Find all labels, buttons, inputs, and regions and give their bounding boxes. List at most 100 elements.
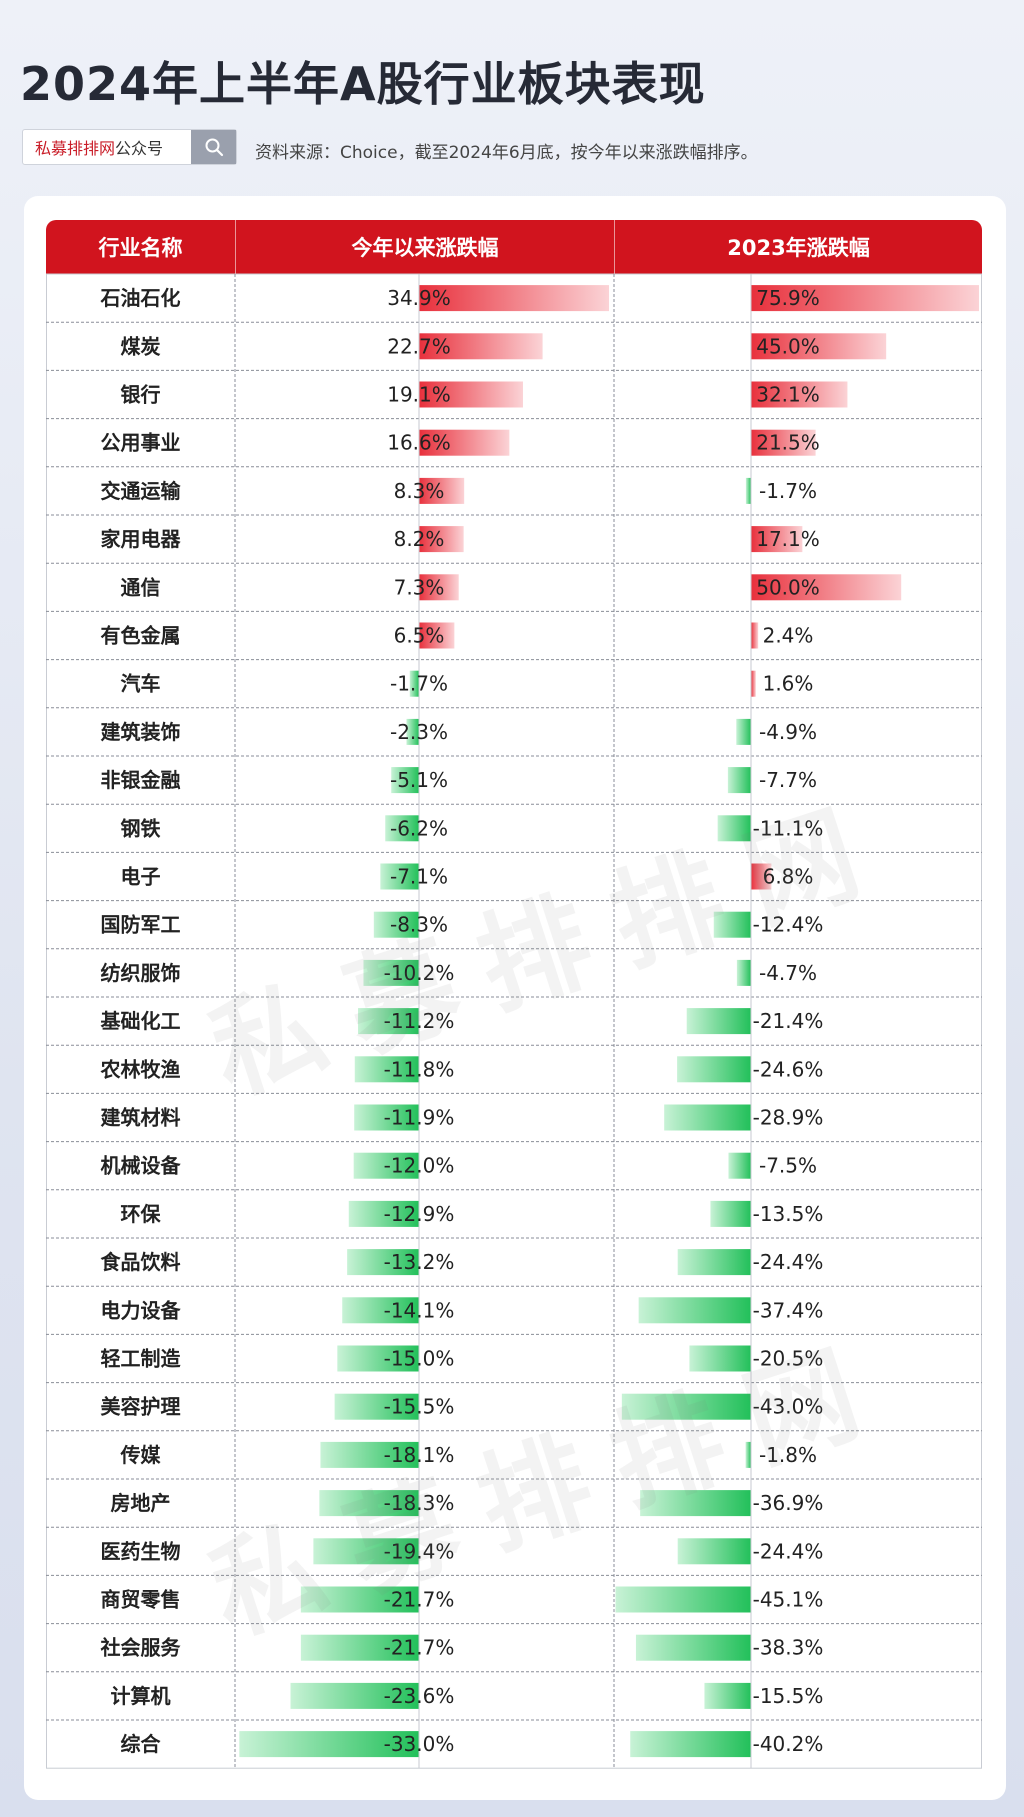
ytd-value-label: -2.3% [390,720,448,744]
ytd-value-label: -13.2% [384,1250,455,1274]
sector-name: 电力设备 [101,1298,182,1322]
sector-name: 建筑材料 [101,1106,181,1130]
y2023-value-label: -28.9% [753,1106,824,1130]
ytd-value-label: 34.9% [387,286,451,310]
sector-name: 汽车 [121,672,161,696]
page-title: 2024年上半年A股行业板块表现 [20,57,706,111]
y2023-bar [704,1682,751,1709]
ytd-value-label: -8.3% [390,913,448,937]
header-2023-change: 2023年涨跌幅 [727,236,870,260]
y2023-value-label: 32.1% [756,383,820,407]
ytd-bar [391,767,419,794]
sector-name: 公用事业 [101,431,181,455]
sector-name: 通信 [121,575,161,599]
table-frame [46,273,982,1769]
y2023-bar [710,1200,751,1227]
ytd-bar [290,1682,419,1709]
ytd-bar [409,670,419,697]
ytd-value-label: -19.4% [384,1539,455,1563]
y2023-bar [689,1345,751,1372]
sector-name: 社会服务 [100,1636,182,1660]
sector-name: 轻工制造 [101,1347,182,1371]
y2023-bar [751,333,887,360]
ytd-bar [419,477,465,504]
y2023-bar [677,1249,751,1276]
ytd-bar [337,1345,419,1372]
y2023-value-label: 50.0% [756,575,820,599]
y2023-bar [751,381,848,408]
y2023-value-label: -20.5% [753,1347,824,1371]
y2023-value-label: -11.1% [753,816,824,840]
ytd-value-label: 8.3% [394,479,445,503]
ytd-bar [347,1249,419,1276]
ytd-bar [354,1104,419,1131]
sector-performance-table: 行业名称 今年以来涨跌幅 2023年涨跌幅 石油石化 34.9% 75.9% 煤炭 22… [46,220,982,1780]
search-text: 私募排排网公众号 [23,135,191,159]
ytd-bar [358,1008,419,1035]
ytd-bar [320,1441,419,1468]
ytd-value-label: 19.1% [387,383,451,407]
ytd-bar [353,1152,419,1179]
ytd-bar [419,381,523,408]
search-box[interactable]: 私募排排网公众号 [22,129,237,165]
ytd-value-label: -18.3% [384,1491,455,1515]
header-ytd-change: 今年以来涨跌幅 [351,236,499,260]
ytd-value-label: -6.2% [390,816,448,840]
y2023-value-label: -38.3% [753,1636,824,1660]
ytd-value-label: -15.5% [384,1395,455,1419]
ytd-bar [419,574,459,601]
ytd-bar [239,1731,419,1758]
y2023-bar [677,1538,751,1565]
y2023-value-label: -40.2% [753,1732,824,1756]
sector-name: 机械设备 [101,1154,182,1178]
table-header: 行业名称 今年以来涨跌幅 2023年涨跌幅 [46,220,982,274]
ytd-bar [419,333,543,360]
sector-name: 计算机 [111,1684,171,1708]
sector-name: 商贸零售 [101,1588,181,1612]
ytd-bar [363,959,419,986]
sector-name: 食品饮料 [101,1250,181,1274]
y2023-value-label: -43.0% [753,1395,824,1419]
y2023-bar [751,429,816,456]
table-body: 石油石化 34.9% 75.9% 煤炭 22.7% 45.0% 银行 19.1% 32.1% 公用… [46,273,982,1769]
data-source-note: 资料来源：Choice，截至2024年6月底，按今年以来涨跌幅排序。 [255,143,758,163]
sector-name: 交通运输 [101,479,182,503]
search-brand: 私募排排网 [35,139,116,158]
y2023-bar [713,911,751,938]
y2023-value-label: -12.4% [753,913,824,937]
y2023-value-label: -1.7% [759,479,817,503]
y2023-value-label: -1.8% [759,1443,817,1467]
sector-name: 有色金属 [101,624,181,648]
y2023-bar [664,1104,751,1131]
ytd-bar [319,1490,419,1517]
ytd-bar [300,1634,419,1661]
sector-name: 家用电器 [101,527,182,551]
ytd-value-label: -12.0% [384,1154,455,1178]
ytd-value-label: -11.9% [384,1106,455,1130]
ytd-bar [406,718,419,745]
y2023-bar [736,959,751,986]
sector-name: 银行 [121,383,161,407]
ytd-bar [419,429,510,456]
ytd-bar [385,815,419,842]
y2023-bar [638,1297,751,1324]
ytd-bar [313,1538,419,1565]
ytd-value-label: -23.6% [384,1684,455,1708]
ytd-bar [348,1200,419,1227]
ytd-bar [342,1297,419,1324]
y2023-bar [751,574,902,601]
y2023-bar [751,863,772,890]
sector-name: 非银金融 [101,768,181,792]
y2023-value-label: -15.5% [753,1684,824,1708]
y2023-value-label: -36.9% [753,1491,824,1515]
header-separator [235,220,236,274]
y2023-bar [728,1152,751,1179]
ytd-value-label: -12.9% [384,1202,455,1226]
y2023-bar [745,1441,751,1468]
sector-name: 石油石化 [100,286,181,310]
y2023-value-label: -13.5% [753,1202,824,1226]
y2023-bar [751,285,979,312]
search-button[interactable] [191,130,236,164]
header-separator [614,220,615,274]
ytd-value-label: -11.8% [384,1057,455,1081]
